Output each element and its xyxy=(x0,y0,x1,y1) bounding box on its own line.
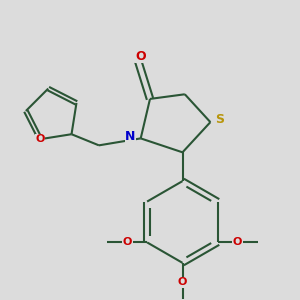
Text: O: O xyxy=(36,134,45,144)
Text: O: O xyxy=(135,50,146,63)
Text: O: O xyxy=(123,237,132,248)
Text: S: S xyxy=(215,113,224,126)
Text: N: N xyxy=(125,130,136,142)
Text: O: O xyxy=(178,278,187,287)
Text: O: O xyxy=(233,237,242,248)
